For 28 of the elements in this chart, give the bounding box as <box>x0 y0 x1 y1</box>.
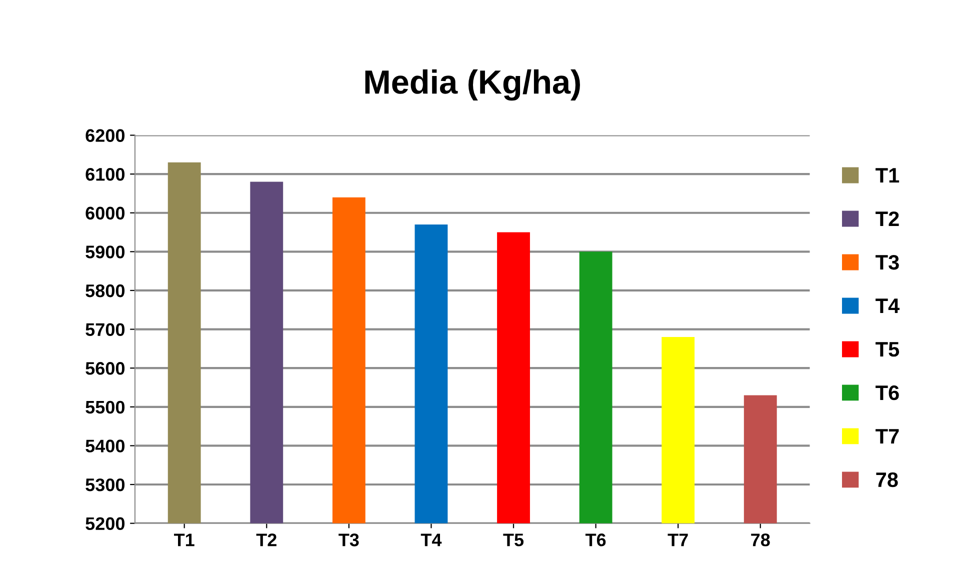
x-tick-label: T2 <box>256 534 276 546</box>
legend-label: T6 <box>876 385 899 400</box>
x-tick-label: T7 <box>668 534 688 546</box>
y-tick-label: 6200 <box>86 129 124 142</box>
y-tick-label: 5200 <box>86 517 124 530</box>
chart-title: Media (Kg/ha) <box>365 69 580 101</box>
y-tick-label: 5800 <box>86 284 124 298</box>
y-tick-label: 5900 <box>86 246 124 258</box>
x-tick-label: T6 <box>585 534 606 546</box>
legend-label: T1 <box>876 168 900 183</box>
legend-label: T4 <box>876 298 900 313</box>
y-tick-label: 6100 <box>86 168 124 181</box>
legend-label: T3 <box>876 254 899 270</box>
y-tick-label: 5700 <box>86 323 124 336</box>
legend-label: 78 <box>876 472 898 488</box>
x-tick-label: T3 <box>338 534 359 546</box>
y-tick-label: 5400 <box>86 440 124 452</box>
y-tick-label: 5600 <box>86 362 124 375</box>
legend-label: T2 <box>876 211 899 226</box>
x-tick-label: 78 <box>751 534 770 546</box>
x-tick-label: T4 <box>420 534 442 546</box>
y-tick-label: 5500 <box>86 400 124 414</box>
y-tick-label: 6000 <box>86 206 124 220</box>
legend-label: T7 <box>876 429 899 444</box>
y-tick-label: 5300 <box>86 478 124 492</box>
legend-label: T5 <box>876 342 900 357</box>
x-tick-label: T5 <box>503 534 524 546</box>
x-tick-label: T1 <box>174 534 194 546</box>
